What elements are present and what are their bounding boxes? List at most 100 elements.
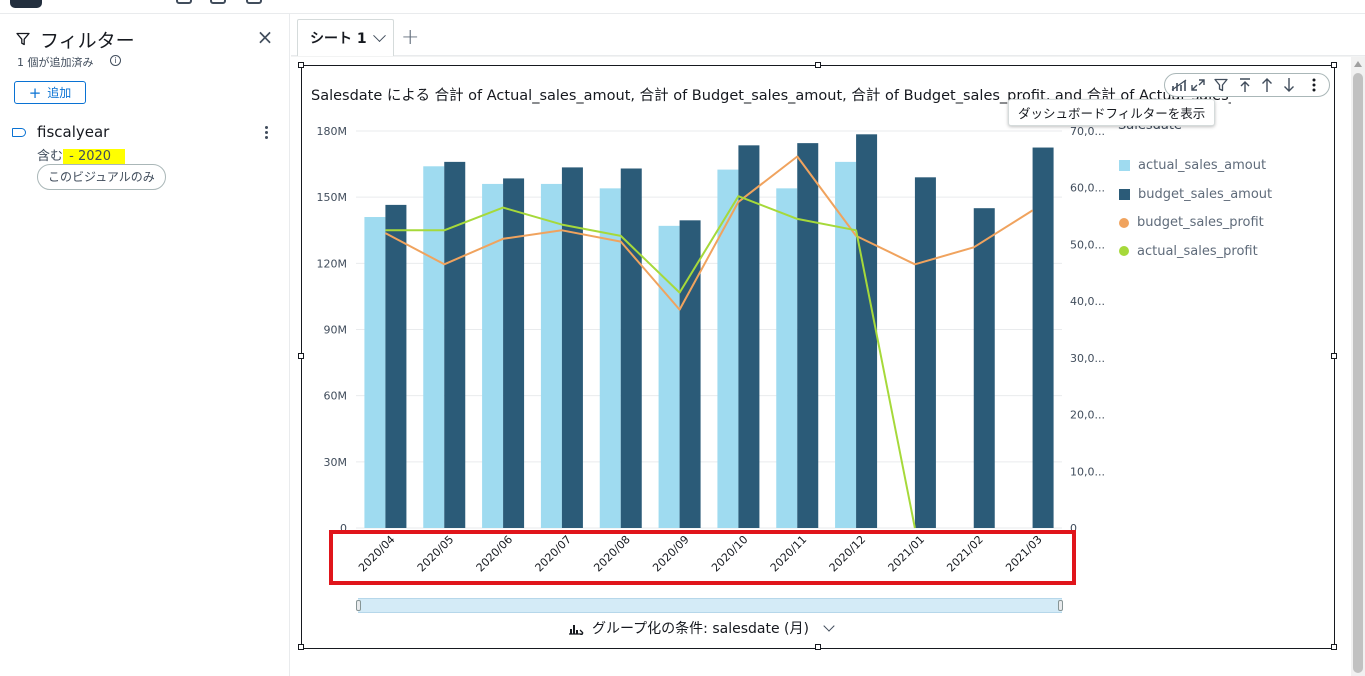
expand-icon[interactable] xyxy=(1189,77,1207,93)
resize-handle[interactable] xyxy=(1331,353,1337,359)
chevron-down-icon[interactable] xyxy=(823,620,835,632)
arrow-down-icon[interactable] xyxy=(1280,77,1298,93)
legend-swatch xyxy=(1119,160,1130,171)
bar-actual_sales_amout xyxy=(423,166,445,528)
sheet-canvas: Salesdate による 合計 of Actual_sales_amout, … xyxy=(291,57,1351,676)
vertical-scrollbar[interactable] xyxy=(1351,57,1365,676)
more-options-icon[interactable] xyxy=(1305,77,1323,93)
group-by-control[interactable]: グループ化の条件: salesdate (月) xyxy=(568,618,835,638)
chart-area: 0 30M 60M 90M 120M 150M 180M 0 10,0... 20,0... 30,… xyxy=(317,125,1105,574)
bar-budget_sales_amout xyxy=(738,145,760,528)
bar-budget_sales_amout xyxy=(856,134,878,528)
filter-item-menu-icon[interactable] xyxy=(258,124,274,142)
tab-label: シート 1 xyxy=(310,31,367,47)
legend-swatch xyxy=(1119,188,1130,200)
bar-budget_sales_amout xyxy=(444,161,466,528)
filter-condition-value: - 2020 xyxy=(63,149,126,164)
y-right-tick-label: 0 xyxy=(1070,522,1077,535)
bar-budget_sales_amout xyxy=(797,143,819,528)
legend-swatch xyxy=(1119,246,1129,256)
y-left-tick-label: 150M xyxy=(317,191,348,204)
app-menu-button[interactable] xyxy=(10,0,42,8)
bar-budget_sales_amout xyxy=(561,167,583,528)
resize-handle[interactable] xyxy=(1331,62,1337,68)
y-right-tick-label: 20,0... xyxy=(1070,409,1105,422)
resize-handle[interactable] xyxy=(815,62,821,68)
y-left-tick-label: 180M xyxy=(317,125,348,138)
filter-panel-title: フィルター xyxy=(40,30,135,52)
visual-toolbar xyxy=(1164,73,1330,97)
scrollbar-thumb[interactable] xyxy=(1353,73,1363,673)
bar-budget_sales_amout xyxy=(620,168,642,528)
bar-actual_sales_amout xyxy=(776,188,798,528)
data-zoom-slider[interactable] xyxy=(356,598,1063,613)
toolbar-icon[interactable] xyxy=(176,0,192,4)
bar-budget_sales_amout xyxy=(503,178,525,528)
resize-handle[interactable] xyxy=(815,644,821,650)
slider-start-handle[interactable] xyxy=(356,600,361,611)
arrow-up-icon[interactable] xyxy=(1258,77,1276,93)
y-right-tick-label: 50,0... xyxy=(1070,238,1105,251)
y-right-tick-label: 60,0... xyxy=(1070,182,1105,195)
filter-panel: フィルター × 1 個が追加済み i + 追加 fiscalyear 含む - … xyxy=(0,14,290,676)
legend-item[interactable]: budget_sales_profit xyxy=(1119,215,1264,230)
resize-handle[interactable] xyxy=(1331,644,1337,650)
y-left-tick-label: 90M xyxy=(324,324,348,337)
add-sheet-icon[interactable]: + xyxy=(401,25,420,50)
line-budget_sales_profit xyxy=(384,155,1034,311)
legend-item[interactable]: actual_sales_amout xyxy=(1119,158,1266,173)
group-by-icon xyxy=(569,625,584,635)
legend-item[interactable]: budget_sales_amout xyxy=(1119,187,1272,202)
legend-swatch xyxy=(1119,217,1129,228)
add-filter-label: 追加 xyxy=(47,86,72,100)
bar-budget_sales_amout xyxy=(679,220,701,528)
y-right-tick-label: 70,0... xyxy=(1070,125,1105,138)
resize-handle[interactable] xyxy=(298,62,304,68)
legend-item[interactable]: actual_sales_profit xyxy=(1119,244,1258,259)
legend-label: actual_sales_profit xyxy=(1137,243,1258,259)
move-to-top-icon[interactable] xyxy=(1236,77,1254,93)
bar-actual_sales_amout xyxy=(540,183,562,528)
top-app-bar xyxy=(0,0,1365,14)
bar-actual_sales_amout xyxy=(364,217,386,528)
close-icon[interactable]: × xyxy=(256,25,274,49)
resize-handle[interactable] xyxy=(298,644,304,650)
bar-actual_sales_amout xyxy=(599,188,621,528)
bar-budget_sales_amout xyxy=(1032,147,1054,528)
resize-handle[interactable] xyxy=(298,353,304,359)
tab-sheet-1[interactable]: シート 1 xyxy=(297,19,394,56)
group-by-label: グループ化の条件: salesdate (月) xyxy=(592,621,809,637)
legend-label: actual_sales_amout xyxy=(1138,158,1267,173)
analysis-workspace: シート 1 + Salesdate による 合計 of Actual_sales… xyxy=(291,14,1365,676)
funnel-icon xyxy=(16,32,30,46)
slider-end-handle[interactable] xyxy=(1058,600,1063,611)
bar-actual_sales_amout xyxy=(835,161,857,528)
bar-budget_sales_amout xyxy=(914,177,936,529)
bar-actual_sales_amout xyxy=(482,183,504,528)
y-left-tick-label: 30M xyxy=(324,456,348,469)
chevron-down-icon[interactable] xyxy=(372,28,386,42)
line-actual_sales_profit xyxy=(385,195,916,529)
y-left-tick-label: 60M xyxy=(324,390,348,403)
filter-count: 1 個が追加済み xyxy=(17,56,94,69)
toolbar-icon[interactable] xyxy=(210,0,226,4)
filter-condition-prefix: 含む xyxy=(37,149,64,164)
filter-item-name[interactable]: fiscalyear xyxy=(37,123,110,141)
bar-budget_sales_amout xyxy=(973,208,995,528)
bar-budget_sales_amout xyxy=(385,204,407,528)
combo-chart-visual[interactable]: Salesdate による 合計 of Actual_sales_amout, … xyxy=(298,62,1337,650)
bar-actual_sales_amout xyxy=(658,225,680,529)
y-left-tick-label: 0 xyxy=(340,522,347,535)
plus-icon: + xyxy=(28,83,42,102)
y-left-tick-label: 120M xyxy=(317,257,348,270)
info-icon[interactable]: i xyxy=(110,55,121,66)
toolbar-icon[interactable] xyxy=(246,0,262,4)
filter-scope-chip[interactable]: このビジュアルのみ xyxy=(37,164,166,190)
dashboard-filter-tooltip: ダッシュボードフィルターを表示 xyxy=(1008,99,1216,126)
add-filter-button[interactable]: + 追加 xyxy=(14,81,86,104)
filter-condition: 含む - 2020 xyxy=(37,145,126,164)
filter-icon[interactable] xyxy=(1212,77,1230,93)
chart-type-icon[interactable] xyxy=(1170,77,1188,93)
scroll-up-arrow-icon[interactable] xyxy=(1354,61,1362,67)
legend-label: budget_sales_profit xyxy=(1137,215,1264,230)
